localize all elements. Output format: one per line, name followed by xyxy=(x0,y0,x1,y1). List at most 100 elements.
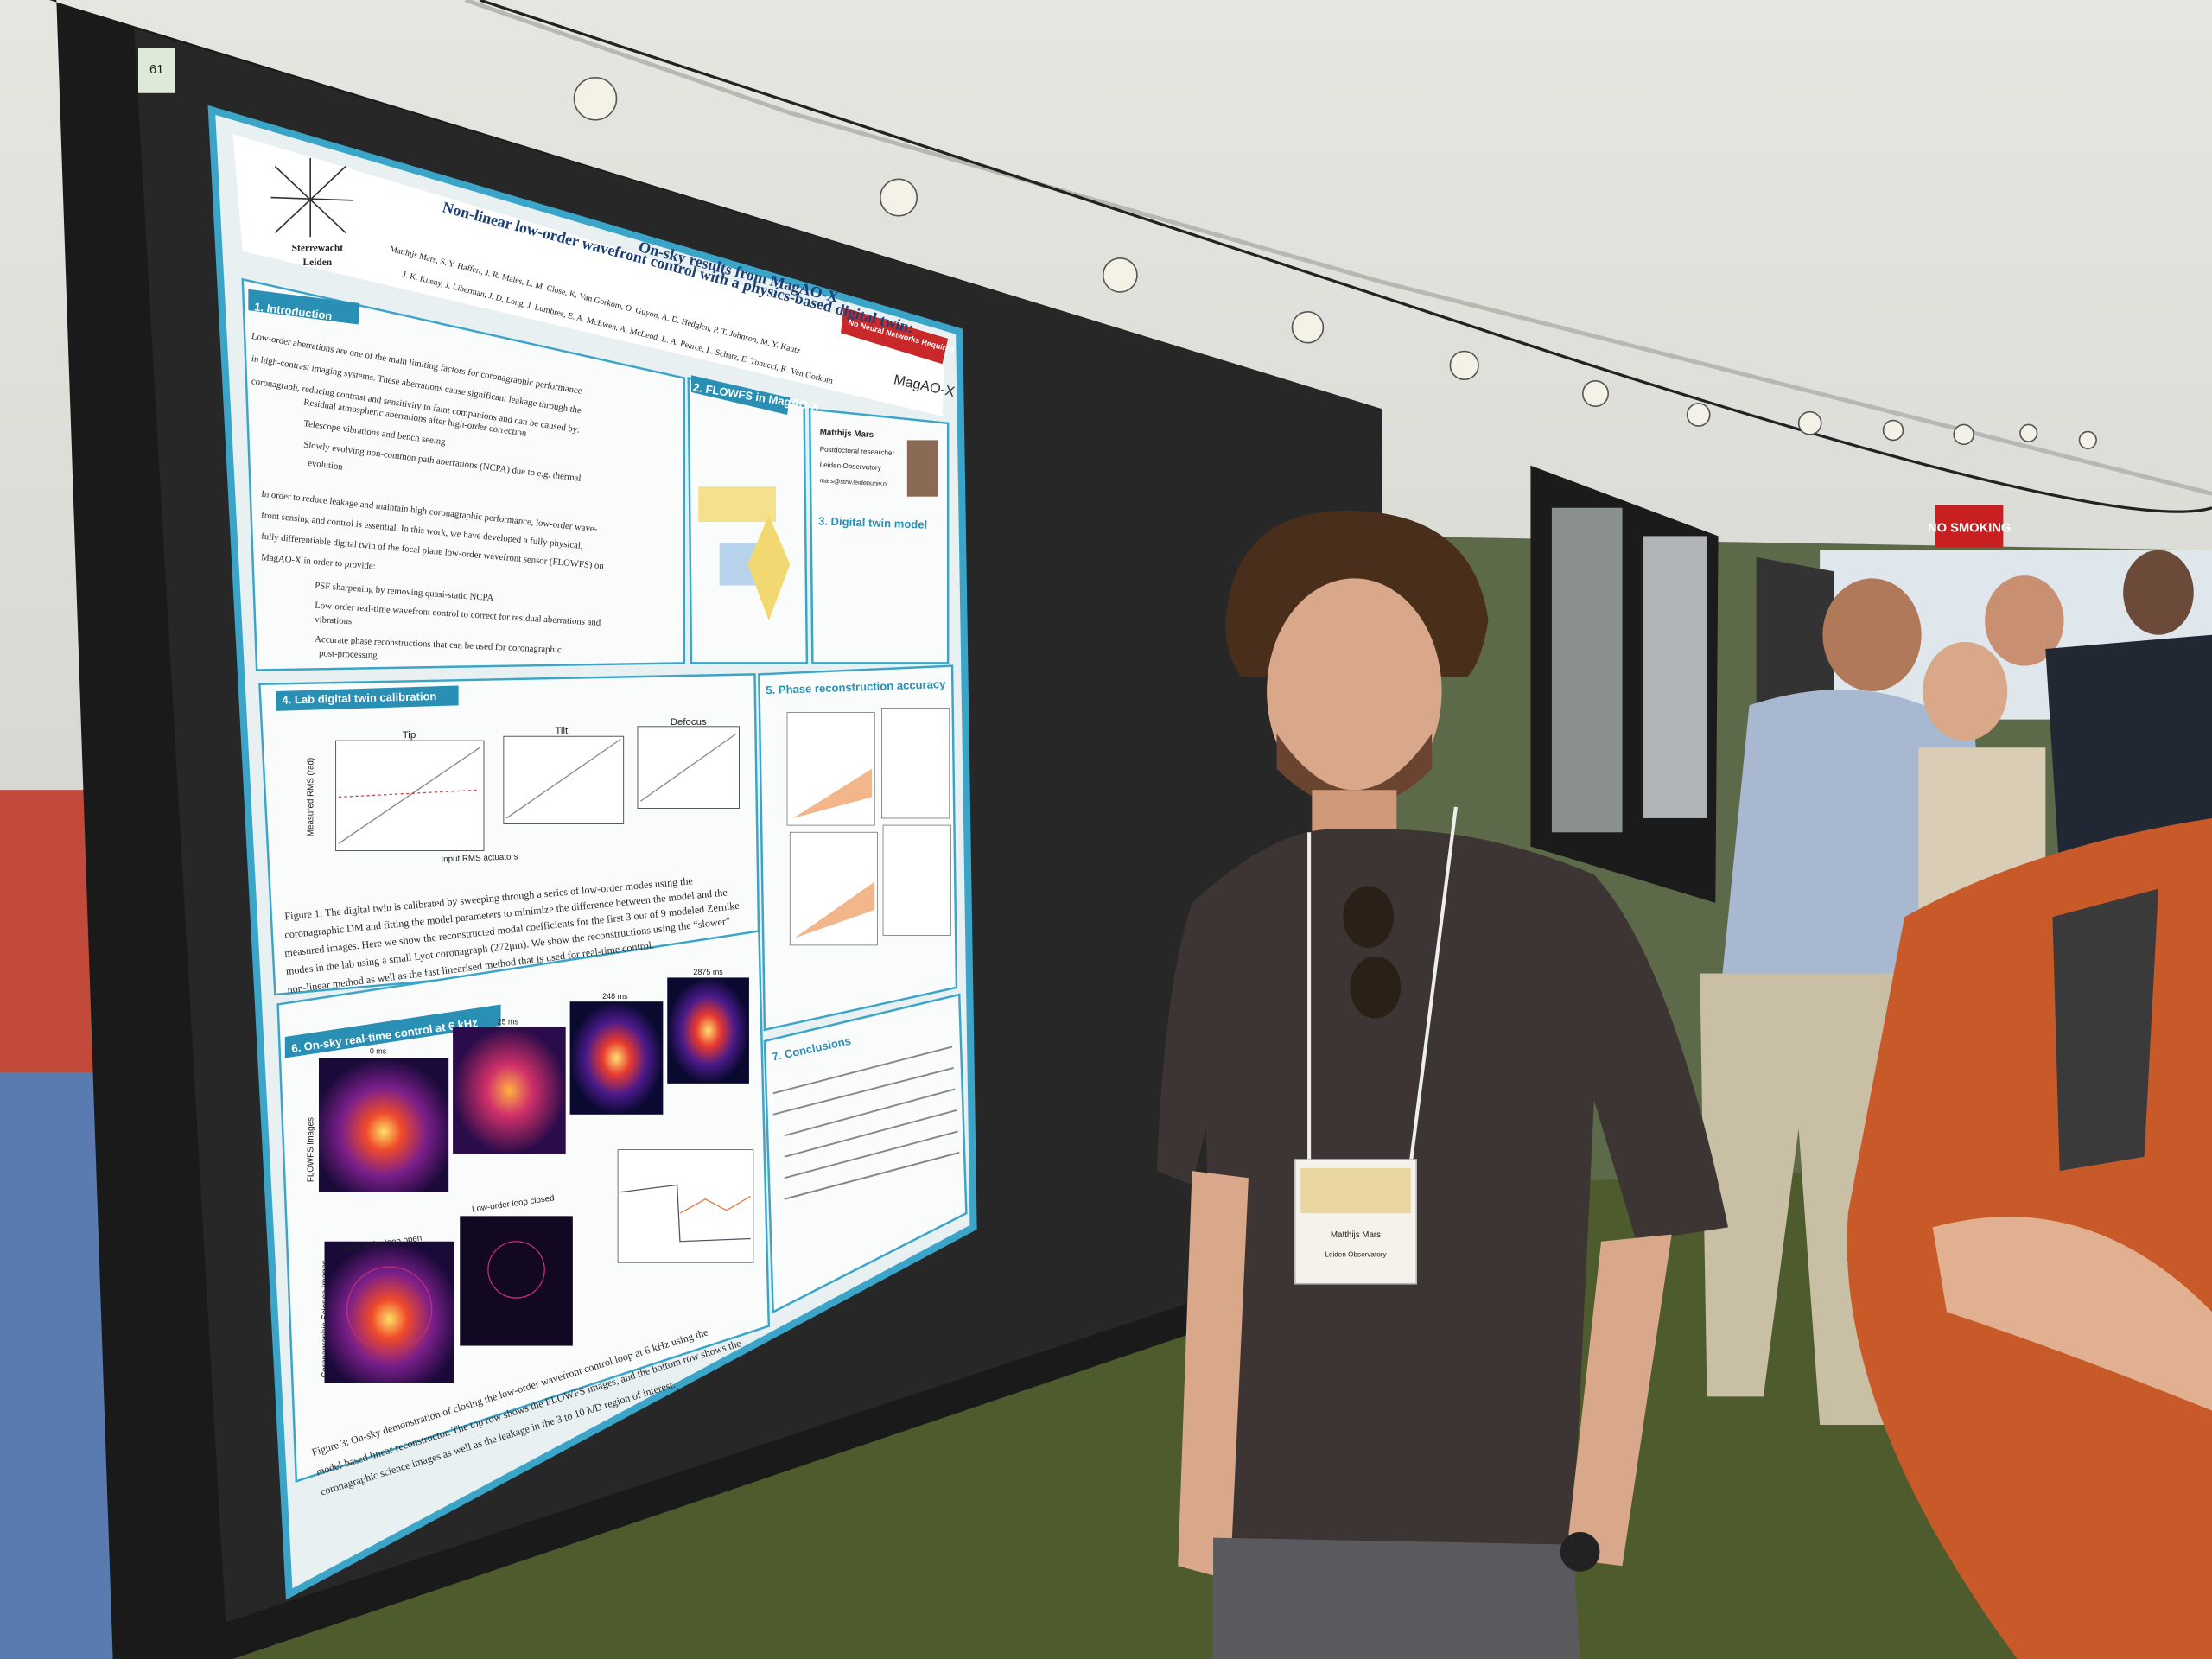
text-line xyxy=(784,1151,960,1200)
conclusion-text-lines xyxy=(772,1046,960,1200)
roi-circle xyxy=(487,1241,545,1299)
person-clothes xyxy=(2045,634,2212,875)
backpack-strap xyxy=(2052,888,2158,1172)
leakage-curve xyxy=(620,1184,751,1243)
light-bulbs xyxy=(573,76,2097,449)
intro-bullet: post-processing xyxy=(319,648,378,660)
leakage-curve xyxy=(679,1195,751,1214)
sign-text: NO SMOKING xyxy=(1928,522,2011,536)
plaid-shirt xyxy=(0,790,99,1072)
heading-bar xyxy=(276,685,459,711)
section-heading: 5. Phase reconstruction accuracy xyxy=(766,677,946,696)
bulb xyxy=(879,178,918,217)
presenter-info: Leiden Observatory xyxy=(819,461,881,472)
row-label: FLOWFS images xyxy=(306,1117,315,1182)
science-image xyxy=(460,1216,573,1346)
banner xyxy=(841,307,949,365)
roi-circle xyxy=(346,1266,433,1352)
intro-bullet: vibrations xyxy=(315,614,353,626)
no-smoking-sign xyxy=(1936,505,2004,548)
badge-name: Matthijs Mars xyxy=(1331,1230,1381,1240)
poster-border xyxy=(207,105,977,1600)
presenter-info: Postdoctoral researcher xyxy=(819,445,894,457)
person-head xyxy=(2123,550,2194,635)
bulb xyxy=(1797,410,1822,435)
section-heading: 4. Lab digital twin calibration xyxy=(282,690,436,707)
t-shirt xyxy=(1156,830,1728,1545)
other-poster xyxy=(1551,507,1623,833)
badge-banner xyxy=(1300,1167,1411,1214)
intro-bullet: evolution xyxy=(308,458,344,473)
time-label: 0 ms xyxy=(370,1047,387,1056)
bulb xyxy=(1686,403,1711,427)
logo-ray xyxy=(270,196,353,201)
plot-line xyxy=(639,733,737,802)
arm xyxy=(1566,1234,1672,1567)
person-head xyxy=(1923,641,2008,741)
plot-frame xyxy=(786,712,875,826)
watch xyxy=(1560,1532,1600,1572)
intro-panel xyxy=(241,277,686,671)
section-heading: 3. Digital twin model xyxy=(818,514,928,531)
plot-title: Tip xyxy=(403,730,416,741)
axis-label: Input RMS actuators xyxy=(441,852,518,864)
arm xyxy=(1178,1171,1249,1580)
board-number: 61 xyxy=(149,63,163,77)
bulb xyxy=(2019,423,2038,442)
beam-diagram xyxy=(747,514,791,621)
sunglasses xyxy=(1343,886,1395,949)
time-label: 2875 ms xyxy=(693,968,723,976)
presenter-photo xyxy=(906,440,938,497)
title-band xyxy=(232,134,945,416)
plot-frame xyxy=(882,824,951,936)
plot-area xyxy=(792,768,872,818)
heading-bar xyxy=(284,1004,501,1058)
flowfs-image xyxy=(318,1058,449,1192)
lanyard xyxy=(1307,806,1458,1165)
bulb xyxy=(1582,380,1610,408)
flowfs-image xyxy=(667,977,749,1084)
logo-text: Sterrewacht xyxy=(292,244,344,254)
logo-star xyxy=(270,157,353,238)
time-label: 248 ms xyxy=(602,992,628,1001)
arms xyxy=(1932,1217,2212,1411)
presenter-name: Matthijs Mars xyxy=(819,428,874,440)
logo-text: Leiden xyxy=(303,257,333,268)
text-line xyxy=(784,1130,958,1179)
heading-bar xyxy=(691,375,791,415)
beard xyxy=(1276,733,1433,808)
plot-frame xyxy=(881,708,950,819)
time-label: 25 ms xyxy=(498,1017,519,1026)
bulb xyxy=(1291,311,1325,344)
plot-line xyxy=(338,789,480,798)
badge-affiliation: Leiden Observatory xyxy=(1325,1251,1387,1259)
sunglasses xyxy=(1350,956,1402,1019)
tent-seam xyxy=(464,0,2212,496)
plot-title: Defocus xyxy=(671,717,707,728)
text-line xyxy=(772,1046,953,1095)
bulb xyxy=(1882,419,1904,442)
bulb xyxy=(2078,430,2097,449)
plot-line xyxy=(505,738,621,819)
leakage-plot xyxy=(617,1149,754,1263)
flowfs-image xyxy=(453,1027,566,1154)
board-tag xyxy=(138,48,175,93)
person-head xyxy=(1822,578,1922,691)
text-line xyxy=(772,1066,954,1116)
flowfs-image xyxy=(569,1001,664,1115)
person-head xyxy=(1985,575,2064,666)
science-image xyxy=(324,1241,454,1382)
other-board xyxy=(1756,556,1834,713)
other-poster xyxy=(1643,536,1707,818)
bulb xyxy=(1953,423,1974,446)
bulb xyxy=(1102,257,1138,293)
bulb xyxy=(1449,350,1479,381)
heading-bar xyxy=(248,289,360,325)
beam-diagram xyxy=(698,486,776,523)
plot-line xyxy=(338,747,480,844)
face xyxy=(1267,578,1442,804)
trousers xyxy=(1213,1537,1580,1659)
bulb xyxy=(573,76,618,121)
plot-frame xyxy=(789,831,878,946)
